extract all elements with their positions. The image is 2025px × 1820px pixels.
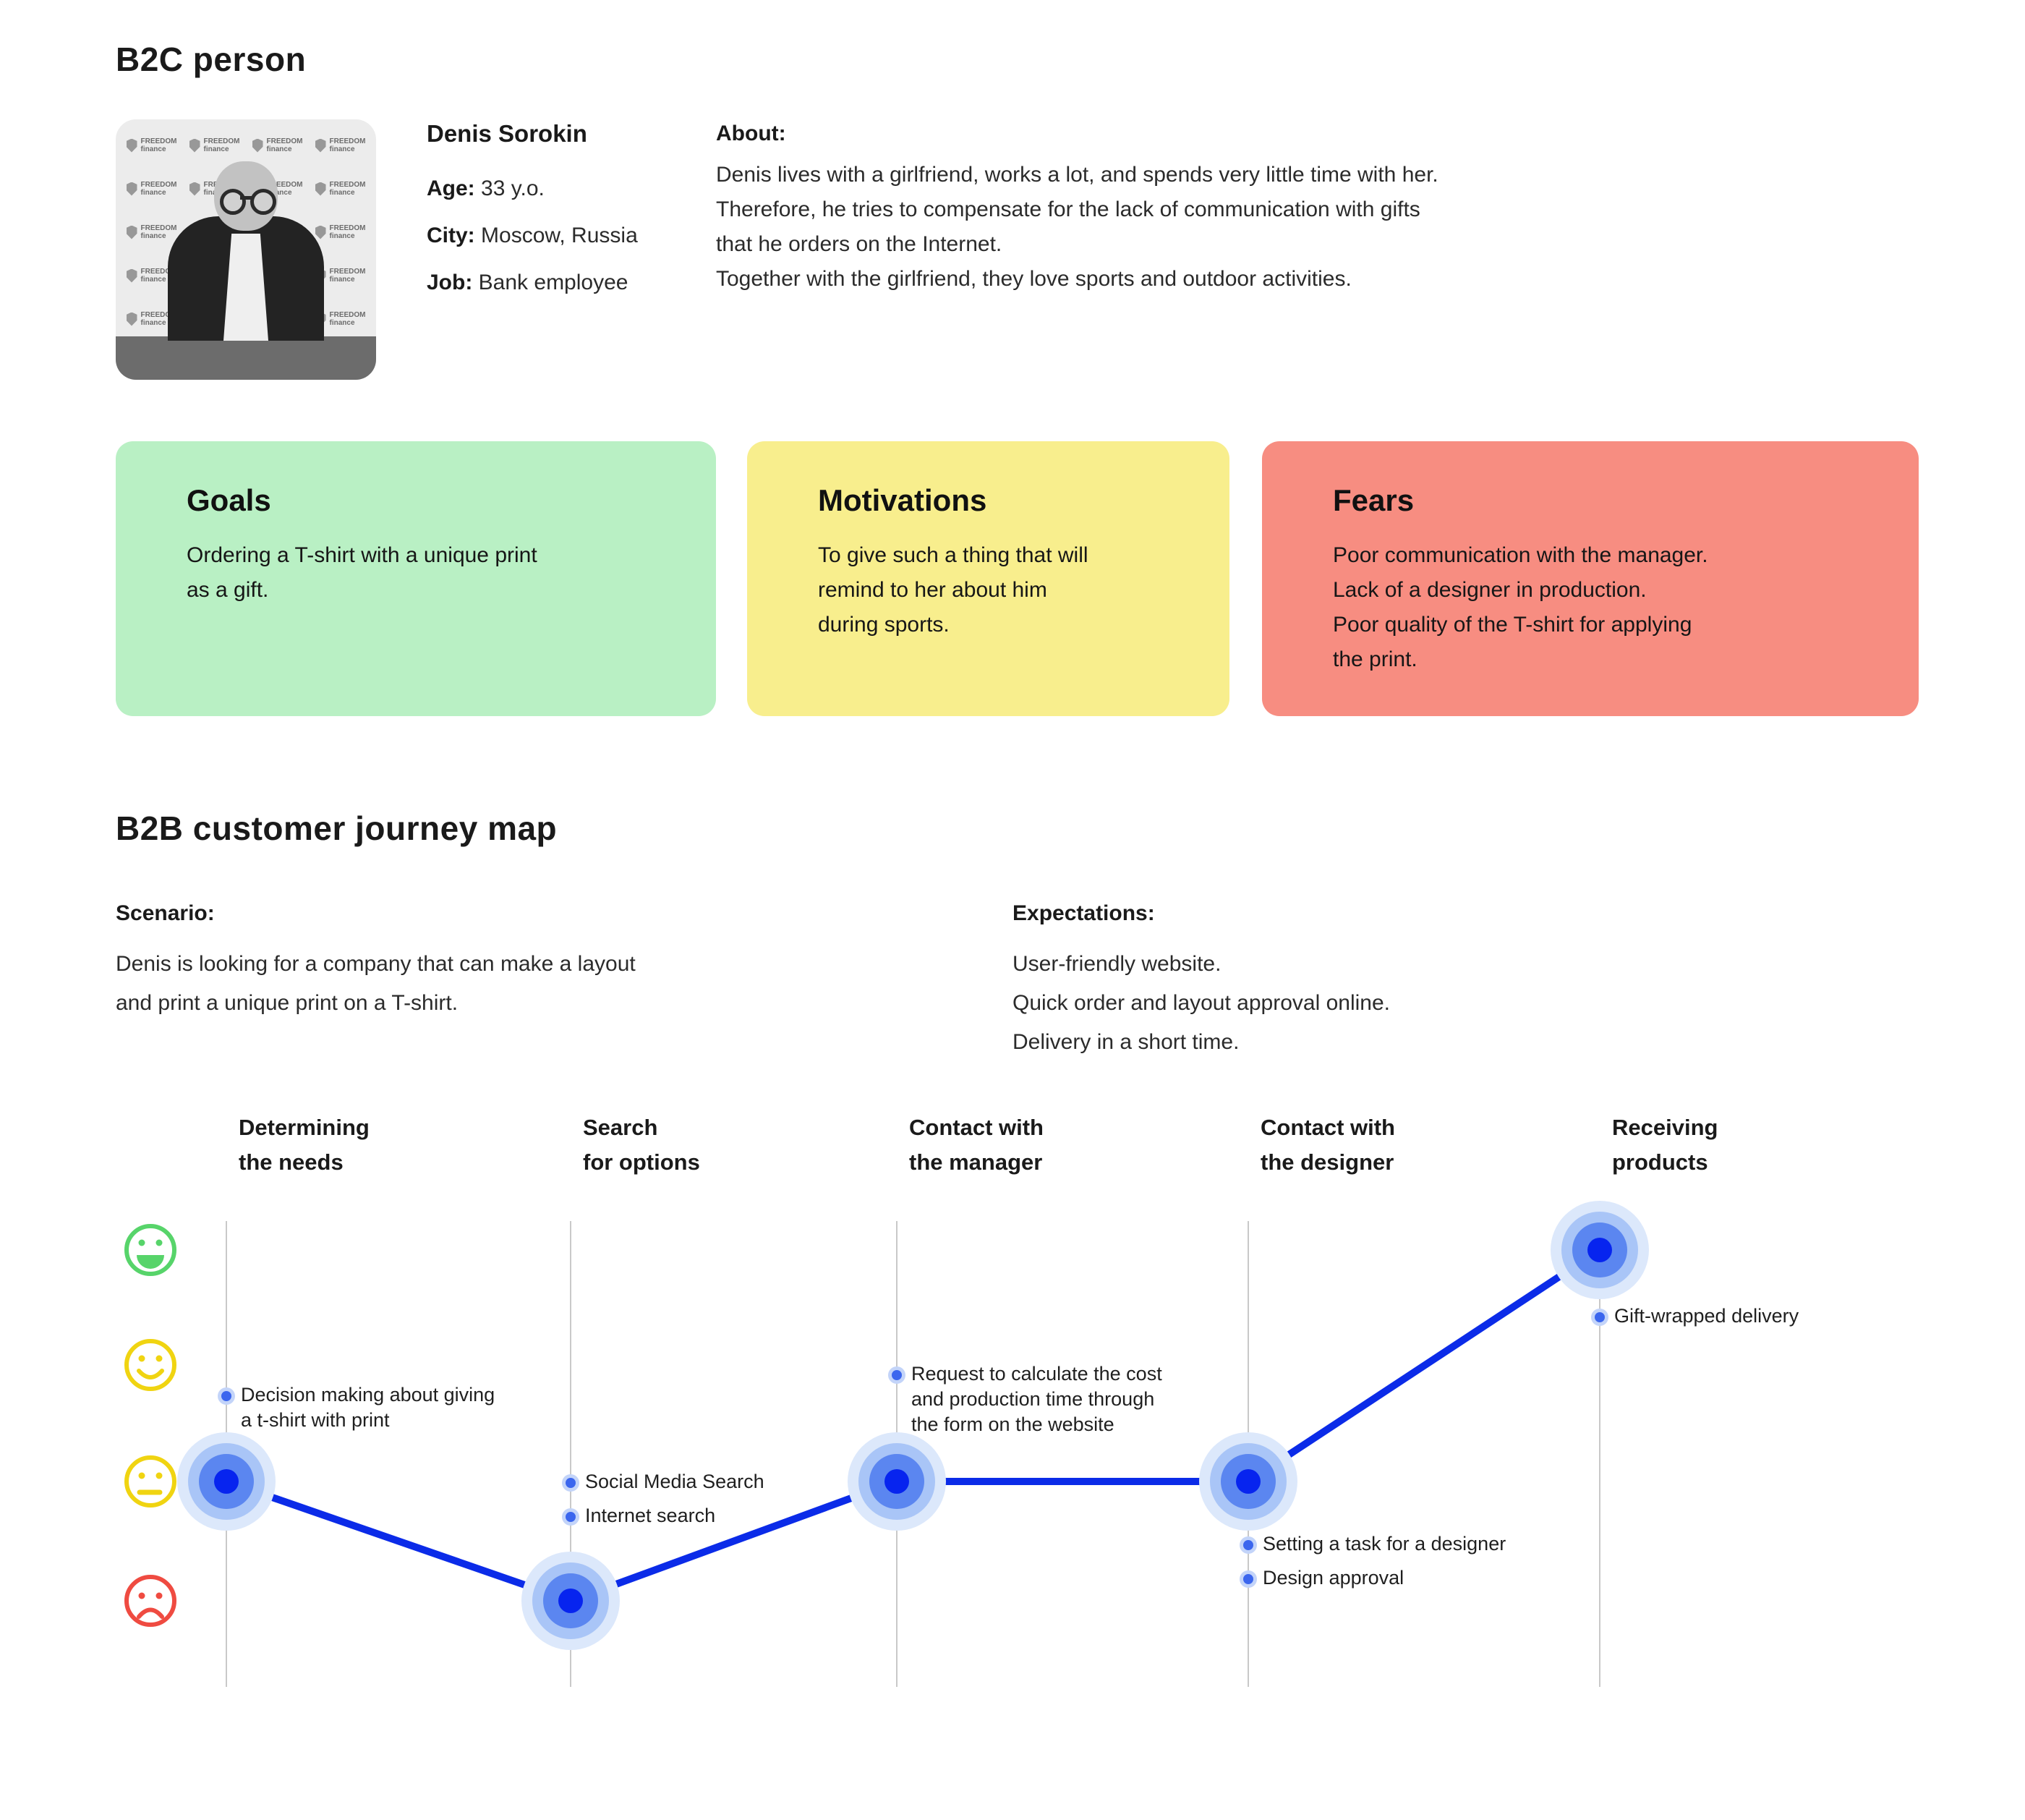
- job-label: Job:: [427, 271, 473, 294]
- glasses-icon: [250, 189, 276, 215]
- expectations-text: User-friendly website. Quick order and l…: [1012, 952, 1390, 1054]
- photo-backdrop-logo: FREEDOM finance: [246, 137, 309, 153]
- emoji-neutral-icon: [124, 1455, 176, 1508]
- about-label: About:: [716, 122, 786, 145]
- annotation-dot: [566, 1512, 576, 1522]
- motivations-card: Motivations To give such a thing that wi…: [747, 441, 1229, 716]
- scenario-text: Denis is looking for a company that can …: [116, 952, 636, 1015]
- photo-backdrop-text: FREEDOM finance: [266, 181, 303, 197]
- journey-point: [884, 1469, 909, 1494]
- motivations-card-title: Motivations: [818, 483, 987, 517]
- goals-card-body: Ordering a T-shirt with a unique print a…: [187, 543, 537, 602]
- city-label: City:: [427, 224, 475, 247]
- annotation-dot: [221, 1391, 231, 1401]
- photo-backdrop-logo: FREEDOM finance: [120, 311, 183, 327]
- photo-desk: [116, 336, 376, 380]
- shield-icon: [126, 312, 137, 326]
- journey-annotation-label: Social Media Search: [585, 1471, 764, 1492]
- photo-backdrop-text: FREEDOM finance: [329, 268, 366, 284]
- shield-icon: [189, 182, 200, 196]
- photo-backdrop-text: FREEDOM finance: [329, 137, 366, 153]
- fears-card-body: Poor communication with the manager. Lac…: [1333, 543, 1708, 671]
- city-value: Moscow, Russia: [481, 224, 638, 247]
- stage-header-receiving-products: Receiving products: [1612, 1115, 1718, 1175]
- emoji-sad-icon: [124, 1575, 176, 1627]
- b2b-section-title: B2B customer journey map: [116, 809, 558, 847]
- shield-icon: [189, 138, 200, 153]
- photo-backdrop-text: FREEDOM finance: [140, 268, 177, 284]
- shield-icon: [315, 138, 326, 153]
- photo-backdrop-logo: FREEDOM finance: [120, 224, 183, 240]
- stage-header-contact-with-designer: Contact with the designer: [1261, 1115, 1395, 1175]
- goals-card-title: Goals: [187, 483, 271, 517]
- journey-annotation-label: Decision making about giving a t-shirt w…: [241, 1384, 495, 1431]
- photo-backdrop-text: FREEDOM finance: [140, 311, 177, 327]
- age-label: Age:: [427, 177, 475, 200]
- expectations-label: Expectations:: [1012, 901, 1155, 925]
- annotation-dot: [1243, 1540, 1253, 1550]
- photo-backdrop-logo: FREEDOM finance: [120, 181, 183, 197]
- persona-photo: FREEDOM finance FREEDOM finance FREEDOM fi…: [116, 119, 376, 380]
- photo-backdrop-text: FREEDOM finance: [140, 224, 177, 240]
- journey-point: [1236, 1469, 1261, 1494]
- persona-name: Denis Sorokin: [427, 120, 587, 147]
- glasses-bridge: [240, 196, 252, 200]
- journey-point: [1587, 1238, 1612, 1262]
- journey-annotation-label: Request to calculate the cost and produc…: [911, 1363, 1162, 1435]
- photo-backdrop-text: FREEDOM finance: [203, 137, 240, 153]
- annotation-dot: [566, 1478, 576, 1488]
- photo-backdrop-logo: FREEDOM finance: [183, 137, 246, 153]
- stage-header-contact-with-manager: Contact with the manager: [909, 1115, 1044, 1175]
- photo-backdrop-text: FREEDOM finance: [140, 181, 177, 197]
- photo-backdrop-text: FREEDOM finance: [329, 311, 366, 327]
- stage-header-determining-the-needs: Determining the needs: [239, 1115, 370, 1175]
- photo-backdrop-logo: FREEDOM finance: [120, 137, 183, 153]
- glasses-icon: [220, 189, 246, 215]
- photo-backdrop-logo: FREEDOM finance: [309, 137, 372, 153]
- photo-backdrop-text: FREEDOM finance: [329, 181, 366, 197]
- shield-icon: [126, 225, 137, 239]
- shield-icon: [315, 225, 326, 239]
- goals-card: Goals Ordering a T-shirt with a unique p…: [116, 441, 716, 716]
- persona-city: City: Moscow, Russia: [427, 224, 702, 248]
- journey-annotation-label: Gift-wrapped delivery: [1614, 1305, 1799, 1327]
- photo-shirt: [223, 234, 268, 341]
- photo-backdrop-text: FREEDOM finance: [266, 137, 303, 153]
- journey-annotation-label: Setting a task for a designer: [1263, 1533, 1506, 1555]
- emoji-happy-icon: [124, 1339, 176, 1391]
- motivations-card-body: To give such a thing that will remind to…: [818, 543, 1088, 637]
- journey-point: [214, 1469, 239, 1494]
- about-text: Denis lives with a girlfriend, works a l…: [716, 163, 1438, 291]
- fears-card-title: Fears: [1333, 483, 1415, 517]
- emoji-delighted-icon: [124, 1224, 176, 1276]
- shield-icon: [126, 138, 137, 153]
- persona-age: Age: 33 y.o.: [427, 177, 702, 201]
- annotation-dot: [1243, 1574, 1253, 1584]
- shield-icon: [252, 138, 263, 153]
- journey-point: [558, 1589, 583, 1613]
- age-value: 33 y.o.: [481, 177, 545, 200]
- stage-header-search-for-options: Search for options: [583, 1115, 700, 1175]
- persona-job: Job: Bank employee: [427, 271, 702, 295]
- journey-annotation-label: Internet search: [585, 1505, 716, 1526]
- photo-backdrop-logo: FREEDOM finance: [120, 268, 183, 284]
- shield-icon: [126, 268, 137, 283]
- fears-card: Fears Poor communication with the manage…: [1262, 441, 1919, 716]
- photo-backdrop-logo: FREEDOM finance: [309, 181, 372, 197]
- b2c-section-title: B2C person: [116, 41, 307, 78]
- journey-annotation-label: Design approval: [1263, 1567, 1404, 1589]
- job-value: Bank employee: [478, 271, 628, 294]
- annotation-dot: [892, 1370, 902, 1380]
- annotation-dot: [1595, 1312, 1605, 1322]
- shield-icon: [126, 182, 137, 196]
- shield-icon: [315, 182, 326, 196]
- scenario-label: Scenario:: [116, 901, 215, 925]
- photo-backdrop-text: FREEDOM finance: [140, 137, 177, 153]
- photo-backdrop-logo: FREEDOM finance: [309, 224, 372, 240]
- photo-backdrop-text: FREEDOM finance: [329, 224, 366, 240]
